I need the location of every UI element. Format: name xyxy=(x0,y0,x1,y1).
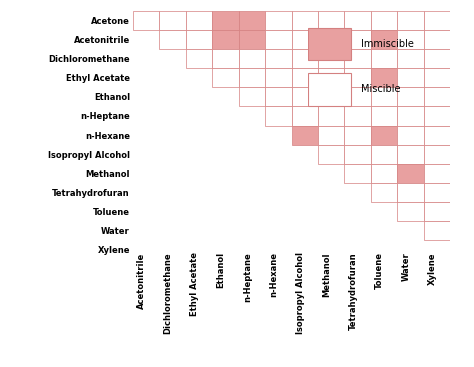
Bar xyxy=(292,11,318,30)
Bar xyxy=(371,126,397,145)
Bar xyxy=(397,145,424,164)
Bar xyxy=(318,49,345,68)
Bar xyxy=(345,126,371,145)
Text: Immiscible: Immiscible xyxy=(361,39,414,48)
Bar xyxy=(371,87,397,106)
Bar xyxy=(424,183,450,202)
Bar xyxy=(318,145,345,164)
Bar xyxy=(345,164,371,183)
Bar xyxy=(424,87,450,106)
Bar xyxy=(212,30,238,49)
Bar xyxy=(424,202,450,221)
Bar xyxy=(345,11,371,30)
Bar xyxy=(238,30,265,49)
Bar xyxy=(238,49,265,68)
Bar xyxy=(292,126,318,145)
Bar xyxy=(424,49,450,68)
Bar xyxy=(159,11,186,30)
Bar xyxy=(318,68,345,87)
Bar xyxy=(345,106,371,126)
Bar xyxy=(238,11,265,30)
Bar xyxy=(424,106,450,126)
Bar xyxy=(292,49,318,68)
Bar xyxy=(345,68,371,87)
Bar xyxy=(424,164,450,183)
Bar xyxy=(186,11,212,30)
Bar xyxy=(186,49,212,68)
Bar xyxy=(371,164,397,183)
Bar xyxy=(397,87,424,106)
Bar xyxy=(318,30,345,49)
Bar xyxy=(424,145,450,164)
Bar xyxy=(397,30,424,49)
Bar xyxy=(397,68,424,87)
Bar xyxy=(292,106,318,126)
Bar xyxy=(371,68,397,87)
Bar xyxy=(318,106,345,126)
Bar xyxy=(397,106,424,126)
Bar xyxy=(265,49,292,68)
Bar xyxy=(371,49,397,68)
Bar xyxy=(265,68,292,87)
Bar xyxy=(318,87,345,106)
Bar xyxy=(397,183,424,202)
Bar xyxy=(345,87,371,106)
Bar xyxy=(186,30,212,49)
Bar xyxy=(265,30,292,49)
Bar xyxy=(371,106,397,126)
Bar xyxy=(371,145,397,164)
Bar xyxy=(212,11,238,30)
Bar xyxy=(265,106,292,126)
Bar xyxy=(345,30,371,49)
Bar xyxy=(424,30,450,49)
Bar xyxy=(397,164,424,183)
Bar xyxy=(265,11,292,30)
Bar xyxy=(397,126,424,145)
Bar xyxy=(238,68,265,87)
Bar xyxy=(308,28,351,60)
Bar xyxy=(159,30,186,49)
Bar xyxy=(292,68,318,87)
Bar xyxy=(397,202,424,221)
Bar xyxy=(371,11,397,30)
Bar xyxy=(397,49,424,68)
Bar xyxy=(292,87,318,106)
Bar xyxy=(292,30,318,49)
Bar xyxy=(371,30,397,49)
Text: Miscible: Miscible xyxy=(361,84,401,94)
Bar xyxy=(345,49,371,68)
Bar xyxy=(424,126,450,145)
Bar xyxy=(133,11,159,30)
Bar xyxy=(238,87,265,106)
Bar xyxy=(265,87,292,106)
Bar xyxy=(308,73,351,106)
Bar xyxy=(371,183,397,202)
Bar xyxy=(345,145,371,164)
Bar xyxy=(212,68,238,87)
Bar xyxy=(318,126,345,145)
Bar xyxy=(424,11,450,30)
Bar xyxy=(212,49,238,68)
Bar xyxy=(424,221,450,240)
Bar xyxy=(424,68,450,87)
Bar xyxy=(318,11,345,30)
Bar xyxy=(397,11,424,30)
